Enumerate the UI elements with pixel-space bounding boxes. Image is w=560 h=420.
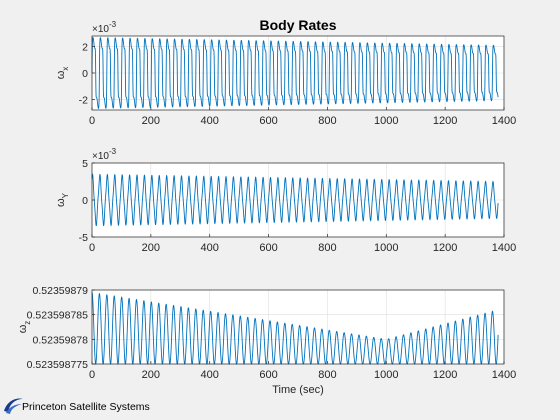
x-axis-label: Time (sec) — [272, 384, 324, 396]
y-tick-label: -5 — [79, 232, 88, 244]
y-tick-label: 5 — [82, 158, 88, 170]
logo-text: Princeton Satellite Systems — [22, 401, 150, 413]
y-axis-label-main: ω — [17, 324, 29, 333]
y-tick-label: 0.523598775 — [27, 359, 88, 371]
y-tick-label: 0 — [82, 195, 88, 207]
x-tick-label: 400 — [201, 369, 219, 381]
x-tick-label: 1000 — [374, 369, 398, 381]
exponent-label: ×10-3 — [92, 147, 117, 162]
y-tick-label: 2 — [82, 42, 88, 54]
y-axis-label-main: ω — [55, 198, 67, 207]
x-tick-label: 1200 — [433, 369, 457, 381]
panel-2: 0 200 400 600 800 1000 1200 1400-505×10-3ωY — [55, 147, 516, 254]
x-tick-label: 1000 — [374, 242, 398, 254]
exponent-base: ×10 — [92, 151, 109, 162]
y-tick-label: 0.52359879 — [33, 285, 89, 297]
x-tick-label: 600 — [259, 115, 277, 127]
x-tick-label: 200 — [142, 369, 160, 381]
series-line — [91, 292, 499, 365]
figure-title: Body Rates — [259, 17, 336, 33]
exponent-base: ×10 — [92, 24, 109, 35]
exponent-label: ×10-3 — [92, 20, 117, 35]
exponent-power: -3 — [109, 147, 117, 156]
y-axis-label-main: ω — [55, 70, 67, 79]
x-tick-label: 1200 — [433, 115, 457, 127]
series-line — [91, 36, 499, 110]
y-tick-label: -2 — [79, 94, 88, 106]
x-tick-label: 800 — [318, 115, 336, 127]
x-tick-label: 600 — [259, 242, 277, 254]
x-tick-label: 400 — [201, 242, 219, 254]
series-line — [91, 173, 499, 227]
panel-1: 0 200 400 600 800 1000 1200 1400-202×10-3ωx — [55, 20, 516, 127]
swoosh-icon — [4, 398, 23, 414]
y-axis-label: ωx — [55, 67, 70, 80]
x-tick-label: 0 — [89, 369, 95, 381]
axes-box — [91, 289, 505, 365]
x-tick-label: 200 — [142, 115, 160, 127]
x-tick-label: 200 — [142, 242, 160, 254]
x-tick-label: 1400 — [492, 242, 516, 254]
x-tick-label: 800 — [318, 369, 336, 381]
panel-3: 0 200 400 600 800 1000 1200 1400 0.523598775 0.52… — [17, 285, 516, 381]
x-tick-label: 600 — [259, 369, 277, 381]
x-tick-label: 1200 — [433, 242, 457, 254]
logo: Princeton Satellite Systems — [2, 393, 182, 417]
exponent-power: -3 — [109, 20, 117, 29]
x-tick-label: 800 — [318, 242, 336, 254]
y-axis-label: ωz — [17, 321, 32, 334]
y-axis-label-sub: Y — [61, 192, 70, 198]
x-tick-label: 1400 — [492, 115, 516, 127]
x-tick-label: 0 — [89, 115, 95, 127]
x-tick-label: 400 — [201, 115, 219, 127]
y-axis-label: ωY — [55, 192, 70, 207]
x-tick-label: 0 — [89, 242, 95, 254]
y-axis-label-sub: x — [61, 67, 70, 71]
y-axis-label-sub: z — [23, 321, 32, 325]
y-tick-label: 0 — [82, 68, 88, 80]
y-tick-label: 0.523598785 — [27, 310, 88, 322]
y-tick-label: 0.52359878 — [33, 334, 89, 346]
x-tick-label: 1000 — [374, 115, 398, 127]
x-tick-label: 1400 — [492, 369, 516, 381]
